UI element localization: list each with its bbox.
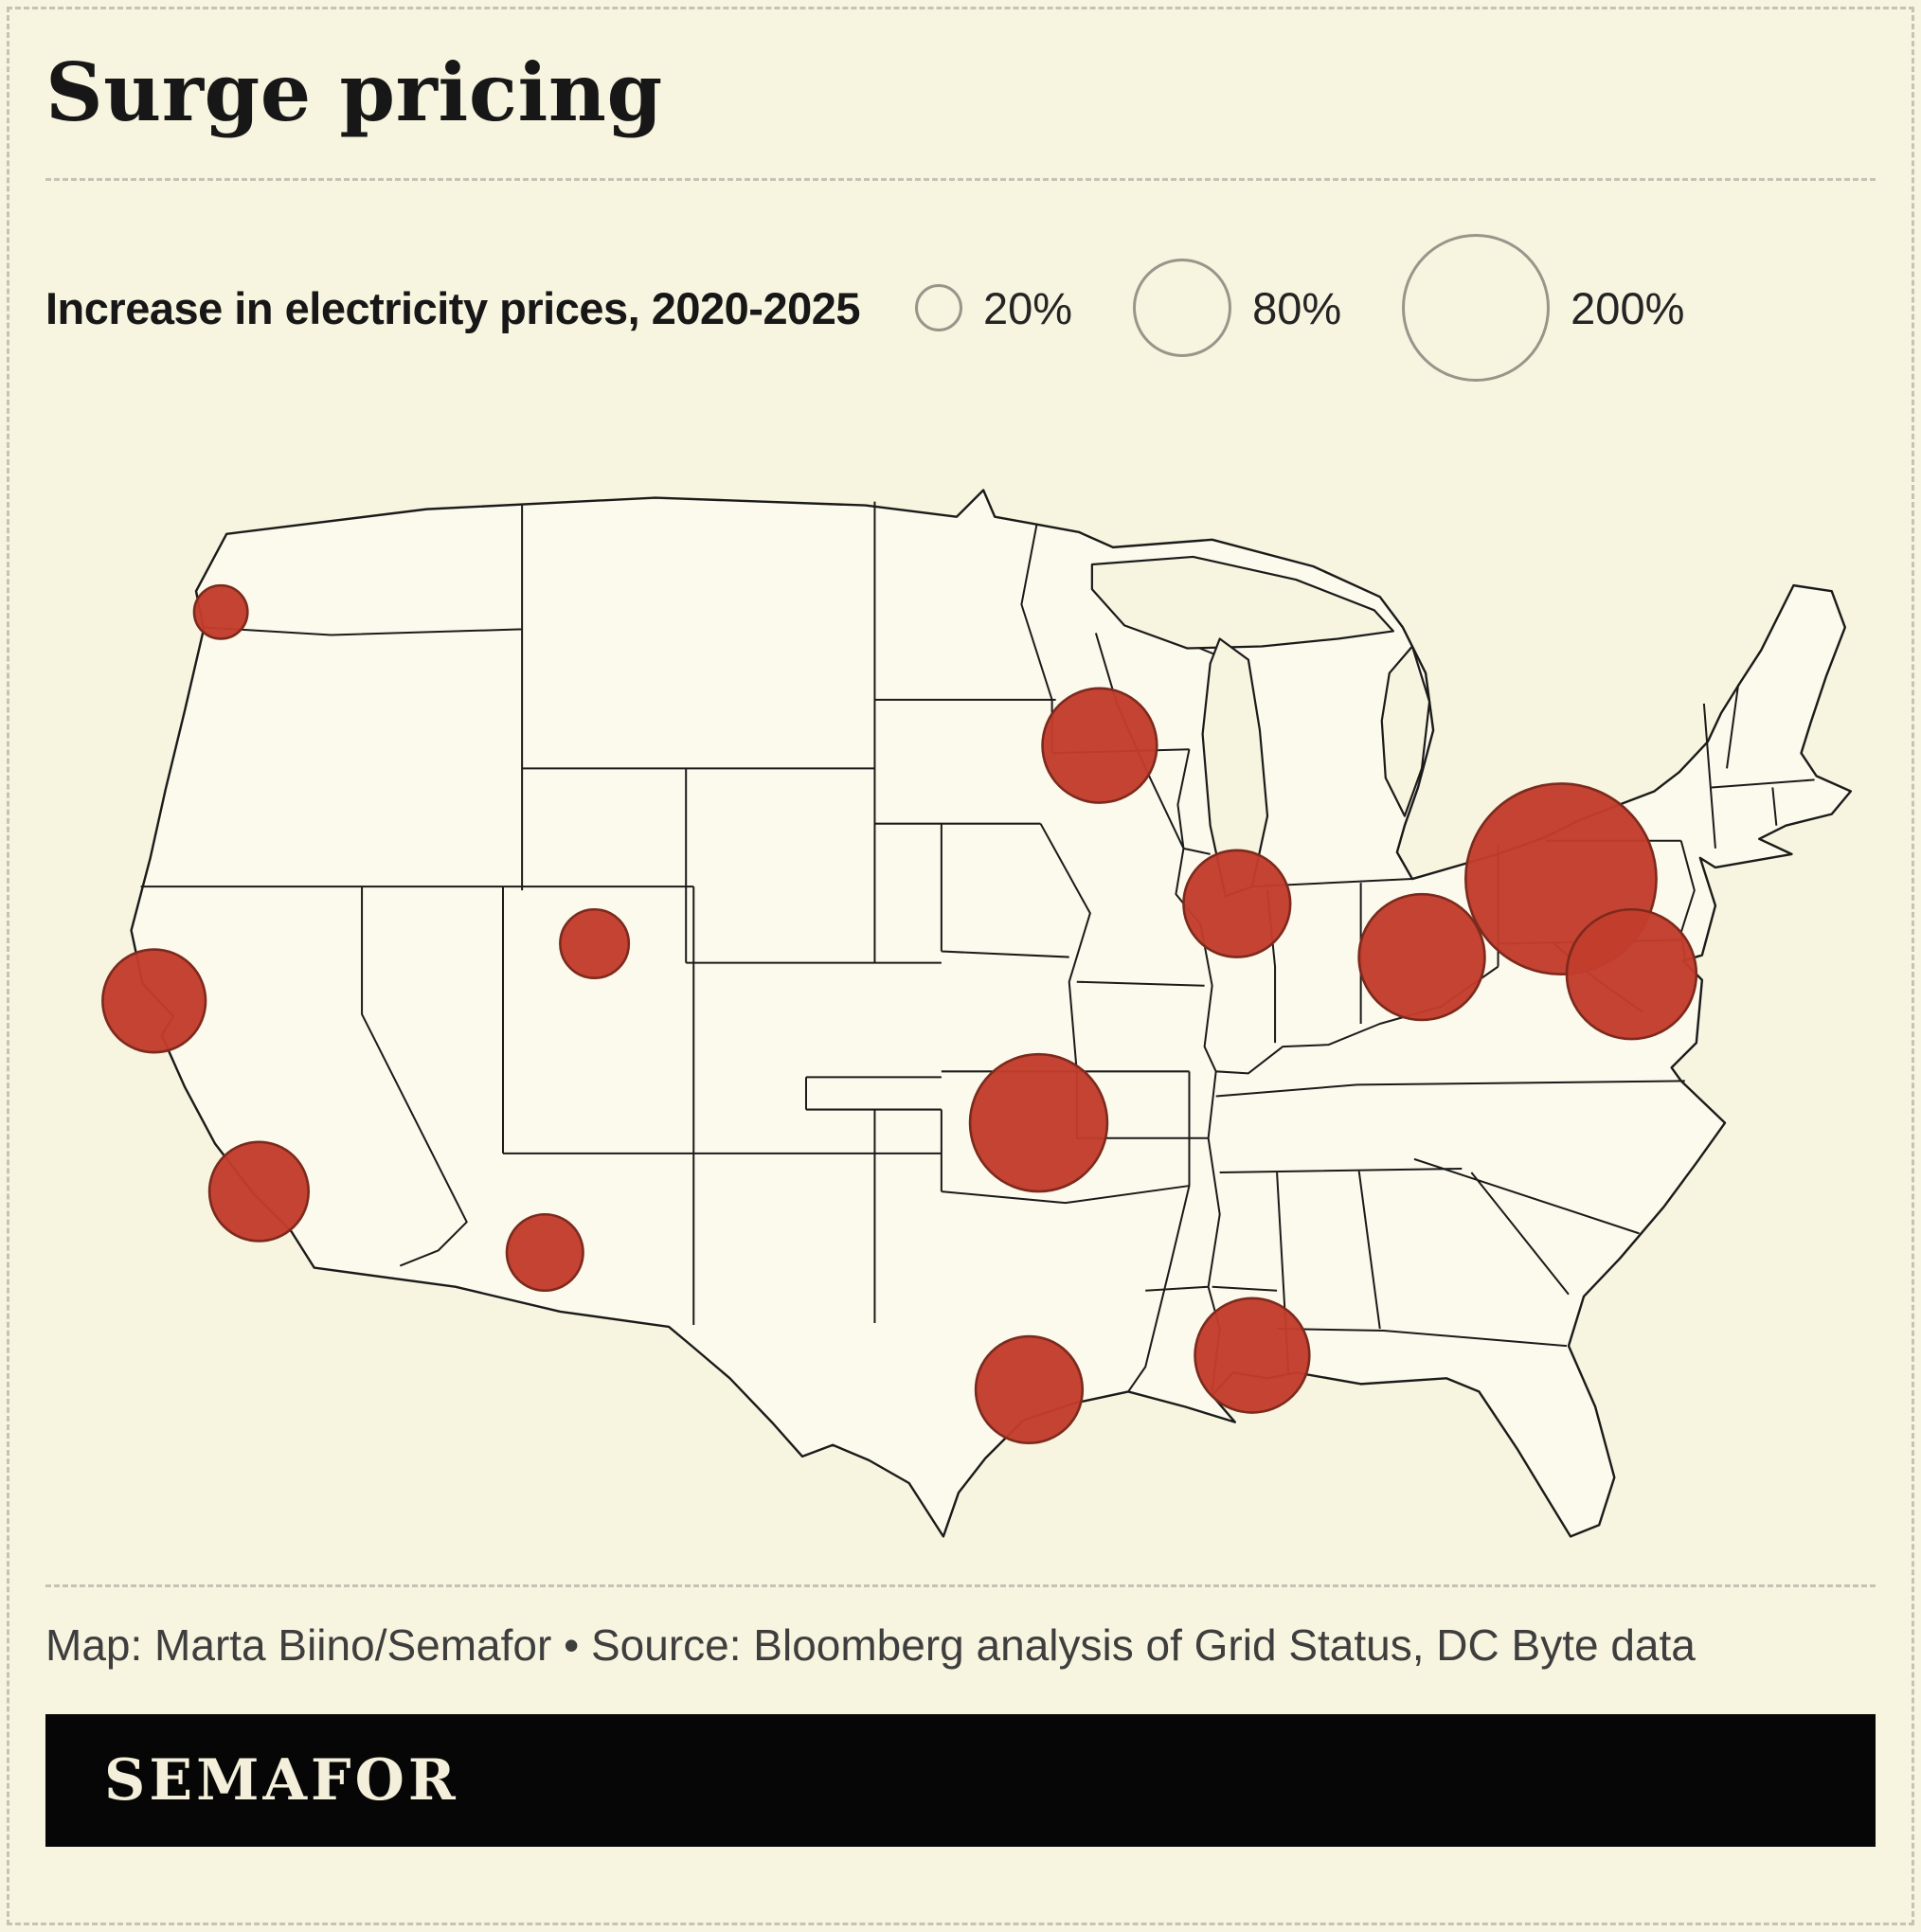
legend-row: Increase in electricity prices, 2020-202… xyxy=(45,234,1876,383)
legend-item: 80% xyxy=(1133,259,1342,358)
chart-card: Surge pricing Increase in electricity pr… xyxy=(45,45,1876,1847)
brand-logo: SEMAFOR xyxy=(104,1746,459,1814)
bubble-layer: Oregon (Portland area) · ~20% Northern Ca… xyxy=(101,584,1698,1445)
price-bubble: Oklahoma · ~150% xyxy=(968,1053,1109,1193)
legend-item: 20% xyxy=(915,282,1072,334)
top-divider xyxy=(45,178,1876,182)
price-bubble: Texas (Houston area) · ~85% xyxy=(974,1334,1085,1445)
legend-size-circle xyxy=(1133,259,1232,358)
legend-label: Increase in electricity prices, 2020-202… xyxy=(45,282,861,333)
chart-title: Surge pricing xyxy=(45,45,663,139)
legend-sizes: 20% 80% 200% xyxy=(898,234,1685,383)
price-bubble: Illinois (Chicago area) · ~85% xyxy=(1182,849,1292,959)
price-bubble: Minnesota (Minneapolis area) · ~90% xyxy=(1041,687,1158,805)
credit-line: Map: Marta Biino/Semafor • Source: Bloom… xyxy=(45,1619,1696,1670)
bottom-divider xyxy=(45,1583,1876,1587)
legend-size-circle xyxy=(915,284,963,332)
price-bubble: Maryland/Washington DC area · ~130% xyxy=(1565,908,1698,1041)
price-bubble: Louisiana/Mississippi (New Orleans) · ~9… xyxy=(1194,1297,1311,1415)
legend-size-value: 200% xyxy=(1571,282,1685,333)
legend-item: 200% xyxy=(1402,234,1685,383)
map-container: Oregon (Portland area) · ~20% Northern Ca… xyxy=(45,414,1876,1558)
price-bubble: Utah (Salt Lake City area) · ~30% xyxy=(559,908,631,980)
brand-bar: SEMAFOR xyxy=(45,1713,1876,1847)
legend-size-value: 20% xyxy=(983,282,1073,333)
lake-huron xyxy=(1380,645,1431,817)
price-bubble: Oregon (Portland area) · ~20% xyxy=(192,584,249,640)
price-bubble: Northern California (San Francisco) · ~7… xyxy=(101,948,207,1054)
legend-size-value: 80% xyxy=(1252,282,1342,333)
price-bubble: Arizona (Phoenix area) · ~40% xyxy=(505,1213,584,1293)
legend-size-circle xyxy=(1402,234,1551,383)
price-bubble: Ohio (Columbus area) · ~120% xyxy=(1357,893,1486,1022)
lake-superior xyxy=(1090,556,1394,650)
us-map: Oregon (Portland area) · ~20% Northern Ca… xyxy=(101,489,1853,1538)
price-bubble: Southern California (Los Angeles) · ~65% xyxy=(207,1140,311,1243)
